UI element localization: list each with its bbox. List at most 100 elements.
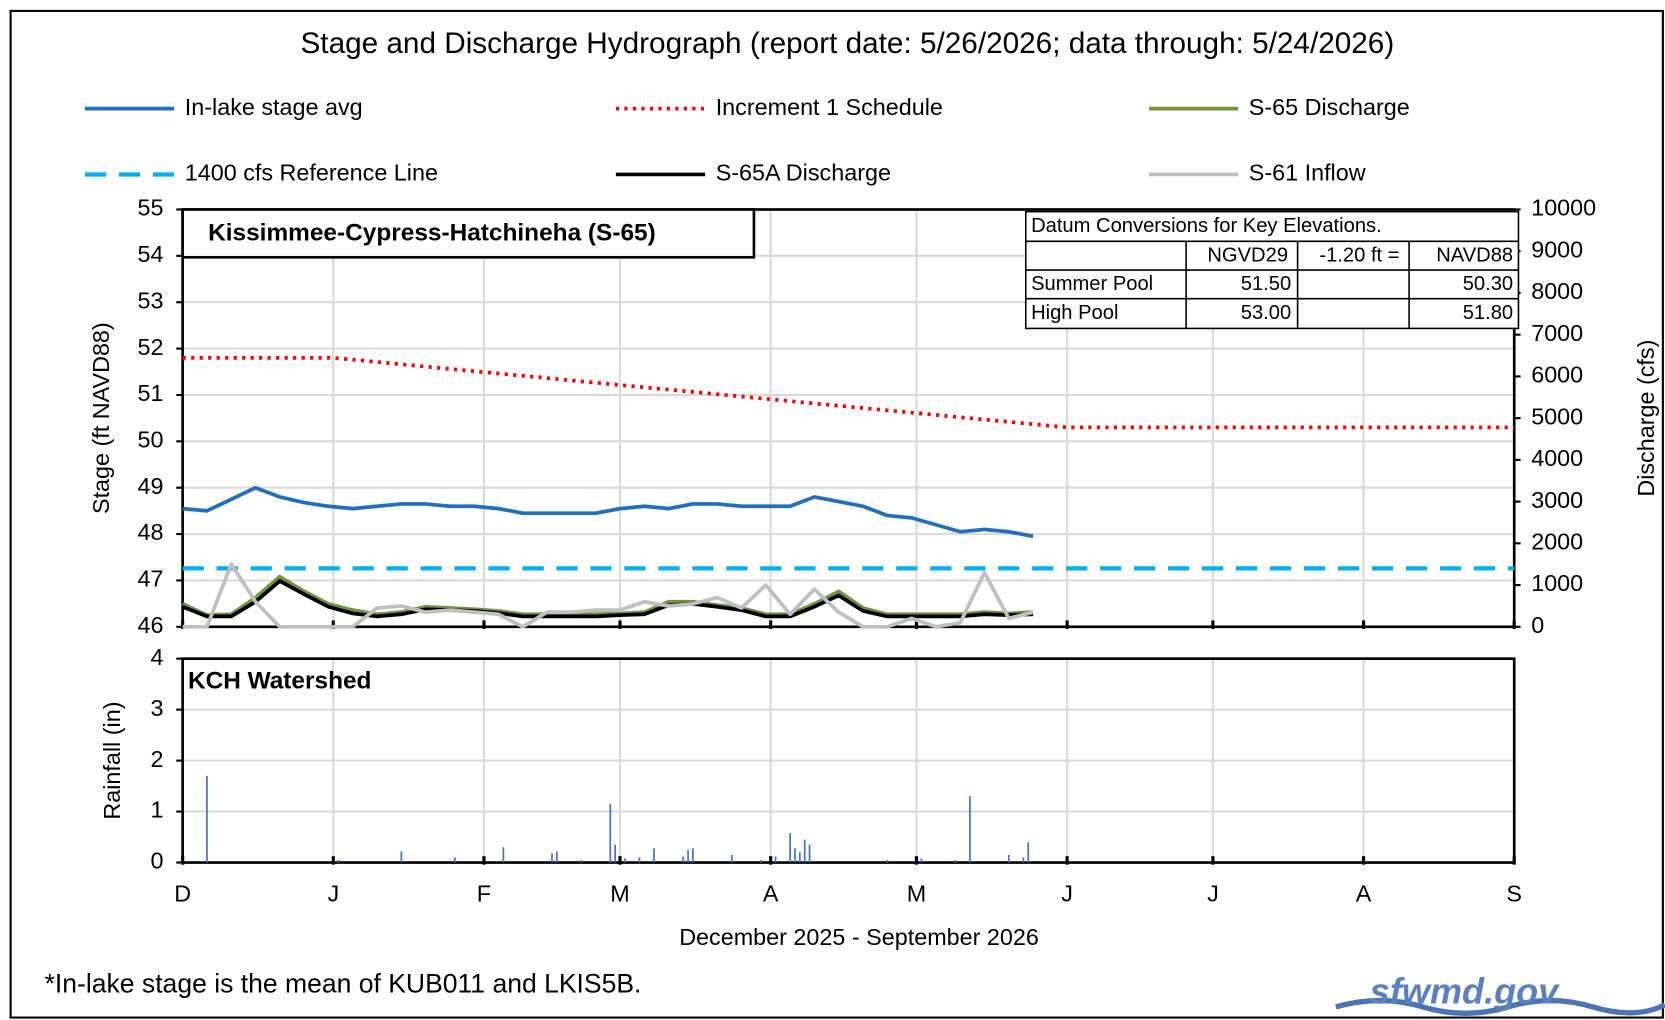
footnote: *In-lake stage is the mean of KUB011 and… <box>45 969 642 999</box>
y2-tick-label: 10000 <box>1531 195 1596 221</box>
y2-tick-label: 7000 <box>1531 320 1583 346</box>
table-header: NGVD29 <box>1207 245 1288 267</box>
x-tick-label: M <box>610 881 629 907</box>
x-tick-label: D <box>174 881 191 907</box>
bar <box>789 832 791 863</box>
y-tick-label: 55 <box>138 195 164 221</box>
bar <box>969 796 971 863</box>
y-tick-label: 54 <box>138 241 164 267</box>
bar <box>760 859 762 863</box>
table-header: NAVD88 <box>1436 245 1513 267</box>
table-cell: Summer Pool <box>1031 273 1153 295</box>
table-cell: 50.30 <box>1463 273 1513 295</box>
y-tick-label: 46 <box>138 612 164 638</box>
bar <box>774 856 777 863</box>
x-tick-label: J <box>327 881 339 907</box>
bar <box>551 853 553 863</box>
series-line <box>181 574 1034 617</box>
y-tick-label: 49 <box>138 473 164 499</box>
x-tick-label: M <box>907 881 926 907</box>
subtitle: Kissimmee-Cypress-Hatchineha (S-65) <box>208 219 656 246</box>
bar <box>920 858 923 863</box>
bar <box>453 857 456 863</box>
y2-tick-label: 6000 <box>1531 362 1583 388</box>
bar <box>609 803 612 863</box>
bar <box>808 844 811 863</box>
bar <box>337 859 340 863</box>
datum-table: Datum Conversions for Key Elevations. NG… <box>1024 210 1520 330</box>
legend-label: 1400 cfs Reference Line <box>185 160 438 186</box>
x-tick-label: J <box>1061 881 1073 907</box>
series-line <box>182 562 1034 629</box>
y-tick-label: 51 <box>138 380 164 406</box>
bar <box>803 839 806 863</box>
legend-label: Increment 1 Schedule <box>716 94 943 120</box>
y-tick-label: 3 <box>151 695 164 721</box>
legend-label: In-lake stage avg <box>185 94 363 120</box>
y-tick-label: 4 <box>151 644 164 670</box>
subtitle: KCH Watershed <box>188 667 372 694</box>
table-cell: 51.50 <box>1241 273 1291 295</box>
bar <box>580 859 582 863</box>
logo: sfwmd.gov <box>1370 971 1560 1012</box>
bar <box>555 851 558 863</box>
y2-tick-label: 5000 <box>1531 403 1583 429</box>
y2-tick-label: 9000 <box>1531 236 1583 262</box>
legend-label: S-61 Inflow <box>1249 160 1366 186</box>
y-tick-label: 53 <box>138 287 164 313</box>
bar <box>1022 857 1025 863</box>
y-axis-label: Rainfall (in) <box>99 702 125 820</box>
bar <box>730 854 733 863</box>
legend-label: S-65A Discharge <box>716 160 891 186</box>
x-tick-label: S <box>1506 881 1522 907</box>
chart-title: Stage and Discharge Hydrograph (report d… <box>300 27 1394 60</box>
y2-tick-label: 2000 <box>1531 529 1583 555</box>
y2-axis-label: Discharge (cfs) <box>1633 340 1659 497</box>
x-tick-label: J <box>1207 881 1219 907</box>
bar <box>1027 842 1030 863</box>
y-tick-label: 1 <box>151 797 164 823</box>
series-line <box>182 355 1515 430</box>
y-tick-label: 48 <box>138 519 164 545</box>
table-cell: High Pool <box>1031 302 1118 324</box>
table-cell: 53.00 <box>1241 302 1291 324</box>
bar <box>794 848 796 863</box>
subtitle-box <box>181 208 756 259</box>
y-tick-label: 52 <box>138 334 164 360</box>
x-tick-label: F <box>477 881 491 907</box>
x-tick-label: A <box>763 881 779 907</box>
bar <box>614 844 617 863</box>
bar <box>692 848 694 863</box>
x-axis-label: December 2025 - September 2026 <box>679 924 1039 950</box>
series-line <box>182 485 1034 539</box>
bar <box>400 851 403 863</box>
y-tick-label: 0 <box>151 848 164 874</box>
bar <box>624 858 626 863</box>
y2-tick-label: 4000 <box>1531 445 1583 471</box>
legend-label: S-65 Discharge <box>1249 94 1410 120</box>
logo-wave <box>1335 997 1665 1016</box>
series-line <box>181 579 1034 619</box>
y2-tick-label: 0 <box>1531 612 1544 638</box>
y2-tick-label: 1000 <box>1531 570 1583 596</box>
bar <box>1007 854 1010 863</box>
bar <box>682 856 685 863</box>
bar <box>502 847 505 863</box>
y2-tick-label: 3000 <box>1531 487 1583 513</box>
table-cell: 51.80 <box>1463 302 1513 324</box>
table-header: -1.20 ft = <box>1319 245 1399 267</box>
bar <box>687 849 689 863</box>
bar <box>886 859 889 863</box>
y2-tick-label: 8000 <box>1531 278 1583 304</box>
bar <box>798 852 801 863</box>
bar <box>954 859 957 863</box>
bar <box>206 775 208 863</box>
bar <box>653 848 655 863</box>
y-tick-label: 50 <box>138 427 164 453</box>
bar <box>638 857 641 863</box>
y-tick-label: 47 <box>138 566 164 592</box>
y-tick-label: 2 <box>151 746 164 772</box>
frame <box>9 9 1664 1019</box>
y-axis-label: Stage (ft NAVD88) <box>88 322 114 514</box>
